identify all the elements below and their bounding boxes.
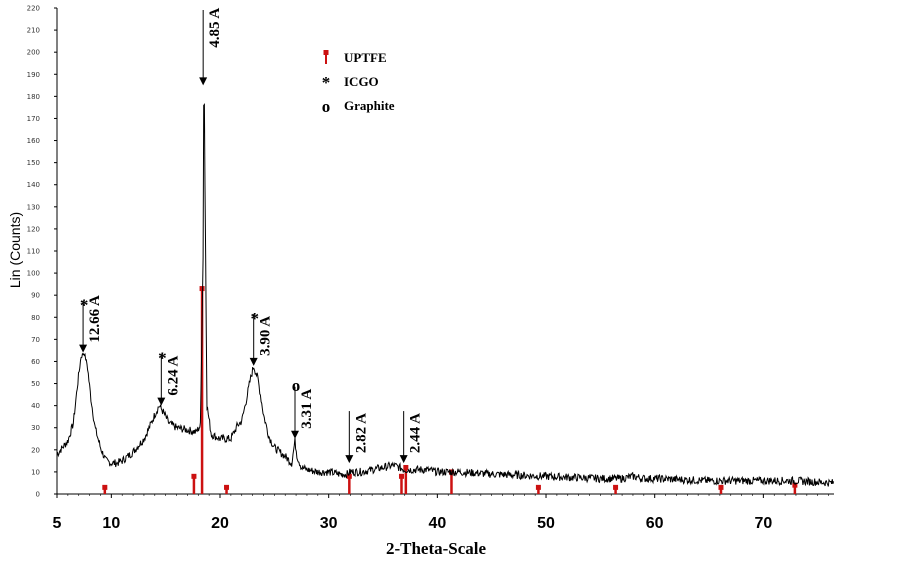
x-tick-label: 20 [211, 515, 229, 532]
annotation-label: 2.44 A [408, 413, 424, 453]
annotation-symbol: * [80, 296, 89, 315]
annotation-arrowhead [79, 344, 88, 353]
y-tick-label: 90 [31, 292, 40, 300]
annotation-arrowhead [345, 455, 354, 464]
reference-stick-cap [191, 473, 197, 479]
reference-stick-cap [613, 484, 619, 490]
annotation-arrowhead [249, 357, 258, 366]
y-tick-label: 20 [31, 446, 40, 454]
legend-symbol: o [322, 97, 331, 116]
reference-stick-cap [199, 286, 205, 292]
annotation-label: 2.82 A [353, 413, 369, 453]
y-axis-title: Lin (Counts) [7, 212, 23, 288]
y-tick-label: 130 [27, 203, 40, 211]
y-tick-label: 180 [27, 93, 40, 101]
annotation-arrowhead [290, 430, 299, 439]
y-ticks: 0 10 20 30 40 50 60 70 80 90 100 110 120 130 140 150 160… [27, 5, 57, 499]
y-tick-label: 160 [27, 137, 40, 145]
y-tick-label: 190 [27, 71, 40, 79]
reference-stick-cap [718, 484, 724, 490]
x-tick-label: 30 [320, 515, 338, 532]
x-tick-label: 5 [53, 515, 62, 532]
x-ticks: 5 10 20 30 40 50 60 70 [53, 494, 829, 532]
y-tick-label: 70 [31, 336, 40, 344]
legend-label: ICGO [344, 74, 379, 89]
y-tick-label: 0 [36, 491, 40, 499]
y-tick-label: 210 [27, 27, 40, 35]
annotation-arrowhead [157, 397, 166, 406]
annotation-label: 4.85 A [207, 8, 223, 48]
y-tick-label: 10 [31, 468, 40, 476]
x-axis-title: 2-Theta-Scale [386, 539, 487, 558]
reference-stick-cap [224, 484, 230, 490]
y-tick-label: 80 [31, 314, 40, 322]
y-tick-label: 50 [31, 380, 40, 388]
annotation-arrowhead [199, 77, 208, 86]
y-tick-label: 40 [31, 402, 40, 410]
x-tick-label: 40 [428, 515, 446, 532]
reference-stick-cap [403, 464, 409, 470]
annotation-label: 3.31 A [299, 389, 315, 429]
annotation-symbol: o [292, 376, 301, 395]
legend-label: UPTFE [344, 50, 387, 65]
y-tick-label: 140 [27, 181, 40, 189]
y-tick-label: 220 [27, 5, 40, 13]
reference-stick-cap [535, 484, 541, 490]
reference-stick-cap [792, 482, 798, 488]
y-tick-label: 110 [27, 248, 40, 256]
x-tick-label: 10 [102, 515, 120, 532]
legend-symbol: * [322, 73, 331, 92]
annotation-symbol: * [250, 309, 259, 328]
y-tick-label: 60 [31, 358, 40, 366]
x-tick-label: 70 [754, 515, 772, 532]
y-tick-label: 200 [27, 49, 40, 57]
annotation-label: 3.90 A [258, 316, 274, 356]
legend-marker-cap [323, 50, 329, 55]
reference-stick-cap [398, 473, 404, 479]
y-tick-label: 30 [31, 424, 40, 432]
annotation-symbol: * [158, 349, 167, 368]
annotation-label: 6.24 A [165, 355, 181, 395]
x-tick-label: 50 [537, 515, 555, 532]
legend: UPTFE * ICGO o Graphite [322, 50, 395, 116]
annotations: *12.66 A*6.24 A4.85 A*3.90 Ao3.31 A2.82 … [79, 8, 424, 464]
y-tick-label: 120 [27, 225, 40, 233]
annotation-arrowhead [399, 455, 408, 464]
x-tick-label: 60 [646, 515, 664, 532]
y-tick-label: 150 [27, 159, 40, 167]
series-line [56, 103, 835, 487]
reference-stick-cap [346, 473, 352, 479]
y-tick-label: 170 [27, 115, 40, 123]
legend-label: Graphite [344, 98, 395, 113]
annotation-label: 12.66 A [87, 295, 103, 343]
reference-stick-cap [102, 484, 108, 490]
y-tick-label: 100 [27, 270, 40, 278]
